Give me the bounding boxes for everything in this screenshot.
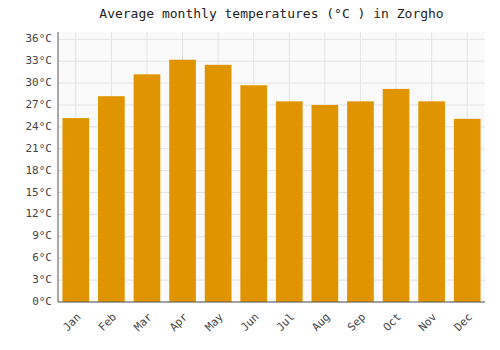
y-tick-label: 0°C — [32, 295, 52, 308]
y-grid-line — [58, 39, 485, 40]
x-tick-label: Jan — [60, 311, 83, 334]
bar — [454, 119, 481, 302]
bar — [276, 101, 303, 302]
bar — [347, 101, 374, 302]
x-tick-label: Jul — [274, 311, 297, 334]
chart-container: 0°C 3°C 6°C 9°C 12°C 15°C 18°C 21°C 24°C 27°C 30°C… — [0, 0, 500, 350]
bar — [169, 60, 196, 302]
y-tick-label: 3°C — [32, 273, 52, 286]
bar — [418, 101, 445, 302]
bar — [134, 74, 161, 302]
x-tick-label: Oct — [381, 311, 404, 334]
y-axis-line — [58, 32, 59, 302]
bar — [205, 65, 232, 302]
y-grid-line — [58, 302, 485, 303]
y-tick-label: 18°C — [26, 164, 53, 177]
x-tick-label: Feb — [96, 311, 119, 334]
chart-svg: 0°C 3°C 6°C 9°C 12°C 15°C 18°C 21°C 24°C 27°C 30°C… — [0, 0, 500, 350]
y-tick-label: 27°C — [26, 98, 53, 111]
bars — [62, 60, 480, 302]
plot-background — [58, 32, 485, 302]
y-tick-label: 12°C — [26, 207, 53, 220]
y-tick-label: 21°C — [26, 142, 53, 155]
bar — [62, 118, 89, 302]
y-tick-label: 24°C — [26, 120, 53, 133]
bar — [383, 89, 410, 302]
x-axis-line — [58, 302, 485, 303]
x-tick-label: Dec — [452, 311, 475, 334]
x-tick-label: Jun — [238, 311, 261, 334]
x-tick-label: Sep — [345, 311, 368, 334]
y-tick-label: 9°C — [32, 229, 52, 242]
x-tick-label: Apr — [167, 310, 191, 334]
y-tick-label: 33°C — [26, 54, 53, 67]
x-tick-label: Aug — [309, 311, 332, 334]
bar — [312, 105, 339, 302]
y-tick-label: 15°C — [26, 186, 53, 199]
bar — [240, 85, 267, 302]
y-tick-label: 30°C — [26, 76, 53, 89]
y-grid-line — [58, 61, 485, 62]
x-tick-label: May — [203, 310, 227, 334]
x-tick-label: Mar — [131, 310, 155, 334]
y-grid-line — [58, 83, 485, 84]
chart-title: Average monthly temperatures (°C ) in Zo… — [99, 6, 443, 21]
x-tick-label: Nov — [416, 310, 440, 334]
bar — [98, 96, 125, 302]
y-tick-label: 36°C — [26, 32, 53, 45]
y-tick-label: 6°C — [32, 251, 52, 264]
